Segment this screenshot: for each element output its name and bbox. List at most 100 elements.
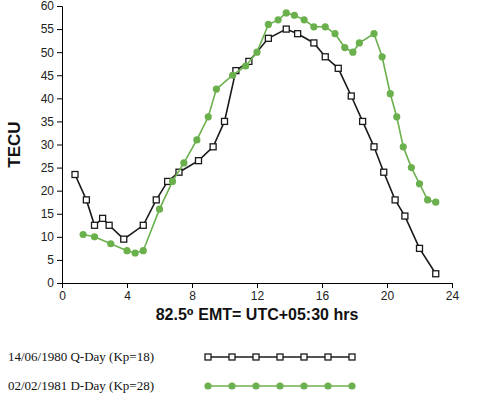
x-tick-mark: [257, 283, 258, 288]
series-marker: [370, 30, 377, 37]
series-marker: [291, 12, 298, 19]
y-tick: 50: [41, 46, 62, 60]
series-marker: [322, 54, 328, 60]
series-marker: [196, 158, 202, 164]
y-tick: 25: [41, 161, 62, 175]
y-tick-mark: [57, 29, 62, 30]
series-marker: [275, 16, 282, 23]
x-tick: 16: [316, 283, 330, 303]
y-tick-label: 10: [41, 230, 55, 244]
x-axis: 0 4 8 12 16 20 24: [59, 283, 459, 303]
series-marker: [193, 136, 200, 143]
y-tick-label: 45: [41, 69, 55, 83]
legend-marker: [324, 382, 331, 389]
series-marker: [107, 240, 114, 247]
legend-marker: [253, 354, 259, 360]
series-marker: [417, 245, 423, 251]
y-tick-label: 30: [41, 138, 55, 152]
series-marker: [416, 180, 423, 187]
y-tick-mark: [57, 237, 62, 238]
x-tick: 0: [59, 283, 66, 303]
y-tick: 20: [41, 184, 62, 198]
y-tick-mark: [57, 6, 62, 7]
y-tick: 5: [47, 253, 62, 267]
series-marker: [132, 249, 139, 256]
y-tick-label: 15: [41, 207, 55, 221]
series-marker: [381, 169, 387, 175]
series-marker: [106, 222, 112, 228]
series-marker: [387, 90, 394, 97]
y-tick-label: 50: [41, 46, 55, 60]
series-marker: [91, 233, 98, 240]
y-tick: 60: [41, 0, 62, 13]
y-tick-label: 20: [41, 184, 55, 198]
legend-label: 02/02/1981 D-Day (Kp=28): [8, 378, 154, 393]
y-tick-mark: [57, 75, 62, 76]
y-tick: 55: [41, 22, 62, 36]
legend-label: 14/06/1980 Q-Day (Kp=18): [8, 349, 154, 364]
y-tick-label: 60: [41, 0, 55, 13]
y-axis-line: [57, 7, 63, 284]
series-marker: [393, 113, 400, 120]
series-line: [83, 13, 436, 253]
y-tick-label: 0: [47, 276, 54, 290]
y-tick-label: 40: [41, 92, 55, 106]
legend-marker: [228, 382, 235, 389]
x-tick: 8: [189, 283, 196, 303]
legend-marker: [325, 354, 331, 360]
series-marker: [283, 9, 290, 16]
series-marker: [92, 222, 98, 228]
series-marker: [371, 144, 377, 150]
series-marker: [360, 118, 366, 124]
series-marker: [205, 113, 212, 120]
x-tick: 24: [446, 283, 460, 303]
series-marker: [322, 23, 329, 30]
series-marker: [83, 197, 89, 203]
series-marker: [400, 143, 407, 150]
y-tick-label: 35: [41, 115, 55, 129]
series-marker: [213, 86, 220, 93]
series-marker: [433, 271, 439, 277]
x-tick-mark: [387, 283, 388, 288]
x-tick: 20: [381, 283, 395, 303]
series-marker: [402, 213, 408, 219]
series-marker: [331, 30, 338, 37]
series-marker: [180, 159, 187, 166]
x-tick-label: 12: [251, 289, 265, 303]
y-tick-label: 25: [41, 161, 55, 175]
series-marker: [100, 215, 106, 221]
x-tick-label: 20: [381, 289, 395, 303]
x-tick-label: 4: [124, 289, 131, 303]
series-marker: [311, 40, 317, 46]
x-tick-mark: [452, 283, 453, 288]
legend-marker: [349, 354, 355, 360]
series-marker: [335, 65, 341, 71]
legend-marker: [348, 382, 355, 389]
series-marker: [169, 178, 176, 185]
y-tick: 45: [41, 69, 62, 83]
x-tick-label: 0: [59, 289, 66, 303]
y-tick-label: 55: [41, 22, 55, 36]
series-marker: [80, 231, 87, 238]
y-tick: 15: [41, 207, 62, 221]
legend: 14/06/1980 Q-Day (Kp=18) 02/02/1981 D-Day…: [8, 349, 356, 393]
y-tick-label: 5: [47, 253, 54, 267]
series-marker: [253, 49, 260, 56]
legend-marker: [252, 382, 259, 389]
series-marker: [295, 31, 301, 37]
series-marker: [379, 53, 386, 60]
y-tick: 35: [41, 115, 62, 129]
y-tick-mark: [57, 168, 62, 169]
x-tick-label: 16: [316, 289, 330, 303]
series-marker: [72, 172, 78, 178]
y-tick: 10: [41, 230, 62, 244]
series-marker: [408, 164, 415, 171]
chart: 04812162024051015202530354045505560TECU8…: [0, 0, 500, 407]
series-marker: [242, 62, 249, 69]
series-marker: [432, 199, 439, 206]
y-tick-mark: [57, 191, 62, 192]
series-marker: [265, 35, 271, 41]
plot: 0 4 8 12 16 20 24 0 5 10 15 20 25 30 35 40 45 50 55 60: [41, 0, 460, 303]
series-marker: [301, 16, 308, 23]
y-tick: 0: [47, 276, 62, 290]
